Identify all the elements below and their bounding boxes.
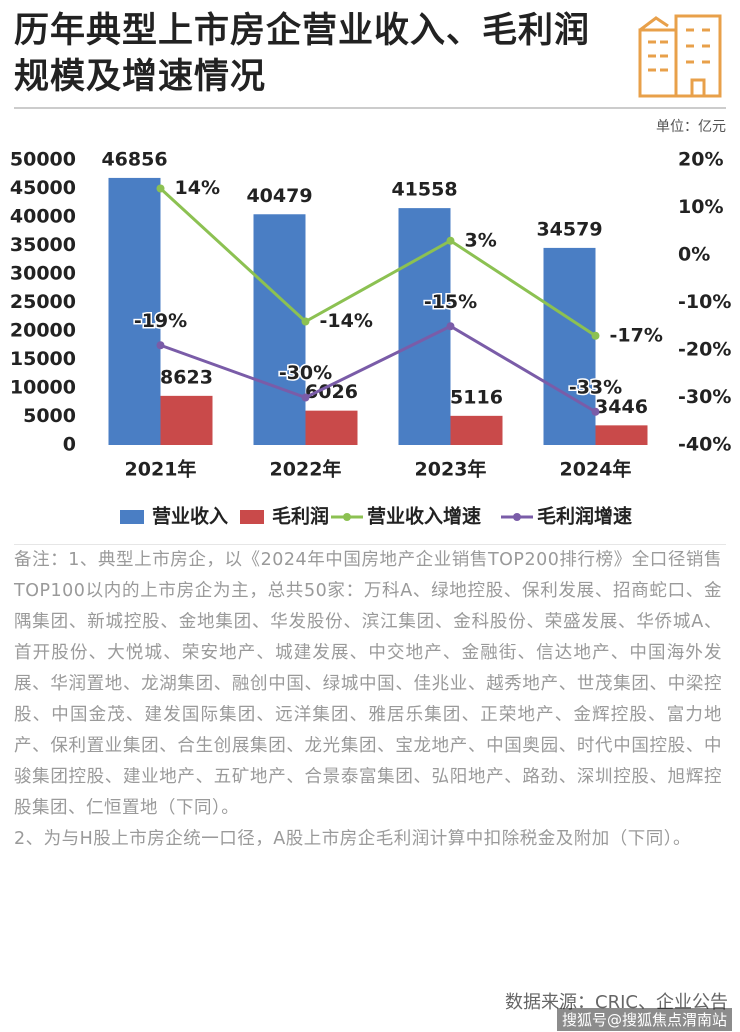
line-value-label: 14% — [175, 177, 220, 199]
y-tick-label: 0 — [63, 434, 76, 456]
legend-label: 毛利润 — [272, 505, 329, 528]
bar-value-label: 46856 — [101, 148, 167, 170]
y-tick-label: 25000 — [10, 291, 76, 313]
line-value-label: 3% — [465, 229, 497, 251]
note: 2、为与H股上市房企统一口径，A股上市房企毛利润计算中扣除税金及附加（下同）。 — [14, 829, 692, 849]
line-value-label: -19% — [134, 310, 187, 332]
notes: 备注：1、典型上市房企，以《2024年中国房地产企业销售TOP200排行榜》全口… — [14, 545, 722, 855]
y2-tick-label: -20% — [678, 339, 731, 361]
y2-tick-label: -40% — [678, 434, 731, 456]
line-value-label: -30% — [279, 362, 332, 384]
unit: 单位：亿元 — [656, 119, 726, 135]
x-tick-label: 2022年 — [270, 458, 342, 481]
bar-value-label: 3446 — [595, 396, 648, 418]
y-tick-label: 35000 — [10, 234, 76, 256]
line-marker — [446, 236, 455, 245]
line-value-label: -15% — [424, 291, 477, 313]
bar-value-label: 8623 — [160, 366, 213, 388]
bar — [543, 247, 596, 445]
line — [159, 324, 597, 414]
y2-tick-label: -30% — [678, 386, 731, 408]
y-tick-label: 45000 — [10, 177, 76, 199]
line-value-label: -17% — [610, 324, 663, 346]
bar-value-label: 6026 — [305, 381, 358, 403]
legend-label: 营业收入 — [152, 505, 228, 528]
bar — [253, 214, 306, 445]
line-value-label: -14% — [320, 310, 373, 332]
line-marker — [156, 184, 165, 193]
y-tick-label: 15000 — [10, 348, 76, 370]
x-tick-label: 2024年 — [560, 458, 632, 481]
legend-marker — [513, 513, 521, 521]
x-tick-label: 2021年 — [125, 458, 197, 481]
y-tick-label: 50000 — [10, 149, 76, 171]
line-marker — [301, 317, 310, 326]
bar — [108, 177, 161, 445]
y2-tick-label: 10% — [678, 196, 723, 218]
legend-marker — [343, 513, 351, 521]
x-tick-label: 2023年 — [415, 458, 487, 481]
bar-value-label: 40479 — [246, 185, 312, 207]
y2-tick-label: 0% — [678, 244, 710, 266]
y-tick-label: 10000 — [10, 377, 76, 399]
bar — [450, 415, 503, 445]
source: 数据来源：CRIC、企业公告 — [505, 992, 728, 1013]
legend-label: 毛利润增速 — [537, 505, 632, 528]
bar — [398, 208, 451, 445]
line-marker — [156, 341, 165, 350]
title: 历年典型上市房企营业收入、毛利润规模及增速情况 — [14, 11, 591, 97]
note: 备注：1、典型上市房企，以《2024年中国房地产企业销售TOP200排行榜》全口… — [14, 550, 722, 818]
line-marker — [591, 407, 600, 416]
bar — [595, 425, 648, 445]
legend-label: 营业收入增速 — [367, 505, 481, 528]
legend-swatch — [240, 510, 264, 524]
bar-value-label: 5116 — [450, 386, 503, 408]
legend-swatch — [120, 510, 144, 524]
line-marker — [301, 393, 310, 402]
chart: 单位：亿元 0 5000 10000 15000 20000 25000 30000 3500… — [10, 14, 731, 545]
bar-value-label: 34579 — [536, 218, 602, 240]
bar — [160, 395, 213, 445]
line — [159, 187, 597, 338]
y-tick-label: 40000 — [10, 206, 76, 228]
y-tick-label: 20000 — [10, 320, 76, 342]
line-marker — [591, 331, 600, 340]
line-marker — [446, 322, 455, 331]
bar-value-label: 41558 — [391, 179, 457, 201]
y-tick-label: 5000 — [23, 405, 76, 427]
line-value-label: -33% — [569, 376, 622, 398]
y2-tick-label: 20% — [678, 149, 723, 171]
y-tick-label: 30000 — [10, 263, 76, 285]
bar — [305, 410, 358, 445]
y2-tick-label: -10% — [678, 291, 731, 313]
building-icon — [638, 14, 722, 98]
watermark: 搜狐号@搜狐焦点渭南站 — [556, 1008, 732, 1031]
